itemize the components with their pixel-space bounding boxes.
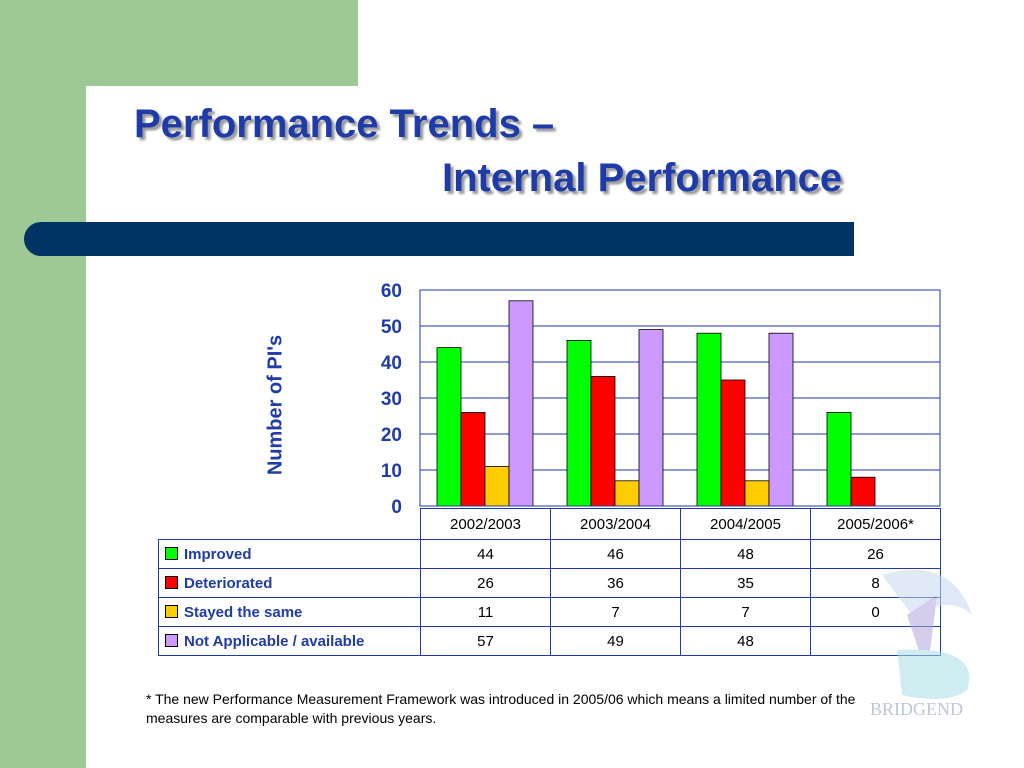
bar-deteriorated <box>720 379 746 507</box>
bar-improved <box>696 332 722 507</box>
logo-shape-bottom <box>897 649 970 699</box>
background-band-left <box>0 0 86 768</box>
table-cell: 35 <box>680 568 811 598</box>
legend-swatch-not-applicable <box>165 633 178 647</box>
chart-data-table: 2002/2003 2003/2004 2004/2005 2005/2006*… <box>158 508 941 656</box>
table-cell: 11 <box>420 597 551 627</box>
y-tick-label: 20 <box>381 425 402 446</box>
legend-swatch-improved <box>165 546 178 560</box>
legend-label: Stayed the same <box>184 603 303 621</box>
table-cell: 48 <box>680 539 811 569</box>
table-cell: 49 <box>550 626 681 656</box>
legend-entry-deteriorated: Deteriorated <box>158 568 421 598</box>
bar-not-applicable <box>638 329 664 507</box>
table-cell: 36 <box>550 568 681 598</box>
bar-not-applicable <box>768 332 794 507</box>
legend-entry-improved: Improved <box>158 539 421 569</box>
table-header-row: 2002/2003 2003/2004 2004/2005 2005/2006* <box>158 508 941 540</box>
bridgend-logo: BRIDGEND <box>870 570 972 719</box>
legend-label: Deteriorated <box>184 574 273 592</box>
slide-title-line1: Performance Trends – <box>134 102 555 146</box>
table-cell: 26 <box>420 568 551 598</box>
y-tick-label: 10 <box>381 461 402 482</box>
bar-improved <box>436 347 462 507</box>
legend-swatch-deteriorated <box>165 575 178 589</box>
background-band-top <box>0 0 358 86</box>
bar-deteriorated <box>850 476 876 507</box>
y-tick-label: 40 <box>381 353 402 374</box>
legend-entry-stayed-the-same: Stayed the same <box>158 597 421 627</box>
y-tick-label: 60 <box>381 281 402 302</box>
title-divider-bar <box>24 222 854 256</box>
y-tick-label: 30 <box>381 389 402 410</box>
y-tick-label: 0 <box>391 497 402 515</box>
table-cell: 7 <box>550 597 681 627</box>
category-label: 2003/2004 <box>550 508 681 540</box>
category-label: 2002/2003 <box>420 508 551 540</box>
bar-deteriorated <box>590 376 616 507</box>
bar-stayed-the-same <box>484 465 510 507</box>
slide-title-line2: Internal Performance <box>442 156 843 200</box>
table-cell: 7 <box>680 597 811 627</box>
bar-stayed-the-same <box>744 480 770 507</box>
bar-not-applicable <box>508 300 534 507</box>
bar-improved <box>826 411 852 507</box>
legend-entry-not-applicable: Not Applicable / available <box>158 626 421 656</box>
table-cell: 48 <box>680 626 811 656</box>
y-tick-label: 50 <box>381 317 402 338</box>
y-axis-label: Number of PI's <box>264 334 287 476</box>
category-label: 2005/2006* <box>810 508 941 540</box>
logo-shape-top <box>882 570 972 615</box>
table-corner <box>158 508 421 540</box>
table-cell: 44 <box>420 539 551 569</box>
table-row-stayed-the-same: Stayed the same 11 7 7 0 <box>158 597 941 627</box>
bar-improved <box>566 340 592 507</box>
logo-wordmark: BRIDGEND <box>870 699 963 719</box>
legend-label: Improved <box>184 545 252 563</box>
category-label: 2004/2005 <box>680 508 811 540</box>
table-row-improved: Improved 44 46 48 26 <box>158 539 941 569</box>
bar-chart: 0 10 20 30 40 50 60 <box>381 281 941 515</box>
table-cell: 46 <box>550 539 681 569</box>
footnote: * The new Performance Measurement Framew… <box>146 691 856 726</box>
bar-stayed-the-same <box>614 480 640 507</box>
background-top-white <box>358 0 1024 86</box>
table-row-deteriorated: Deteriorated 26 36 35 8 <box>158 568 941 598</box>
table-cell: 57 <box>420 626 551 656</box>
legend-swatch-stayed-the-same <box>165 604 178 618</box>
plot-area-border <box>419 289 941 507</box>
bar-deteriorated <box>460 411 486 507</box>
table-row-not-applicable: Not Applicable / available 57 49 48 <box>158 626 941 656</box>
legend-label: Not Applicable / available <box>184 632 365 650</box>
